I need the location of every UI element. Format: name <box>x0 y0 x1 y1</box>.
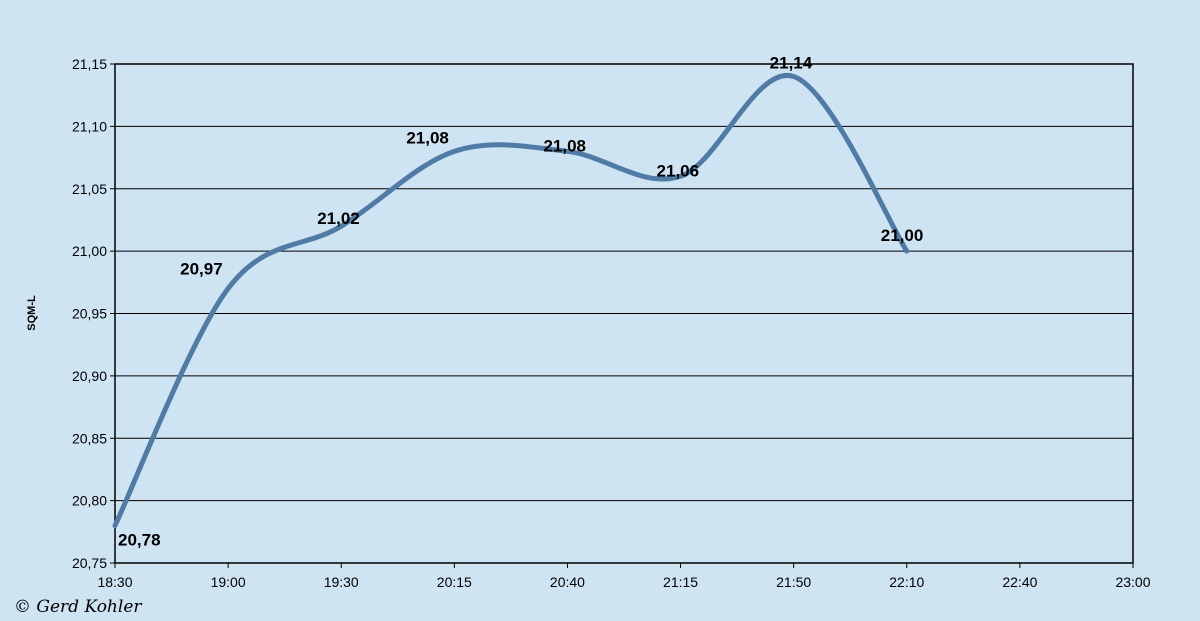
y-tick-label: 20,90 <box>72 368 107 384</box>
data-label: 20,97 <box>180 260 223 279</box>
x-tick-label: 18:30 <box>97 574 132 590</box>
x-tick-label: 22:40 <box>1002 574 1037 590</box>
series-line <box>112 72 910 529</box>
x-tick-label: 21:50 <box>776 574 811 590</box>
y-tick-label: 20,80 <box>72 493 107 509</box>
data-label: 21,08 <box>406 128 449 147</box>
y-tick-label: 21,00 <box>72 243 107 259</box>
data-label: 21,14 <box>770 53 813 72</box>
y-tick-label: 21,15 <box>72 56 107 72</box>
y-axis-ticks: 20,75 20,80 20,85 20,90 20,95 21,00 21,05 21,10… <box>72 56 115 571</box>
x-tick-label: 23:00 <box>1115 574 1150 590</box>
y-tick-label: 20,95 <box>72 306 107 322</box>
y-axis-title: SQM-L <box>26 295 38 331</box>
data-label: 21,00 <box>881 226 924 245</box>
data-label: 21,08 <box>543 136 586 155</box>
x-tick-label: 22:10 <box>889 574 924 590</box>
gridlines <box>115 125 1133 502</box>
x-tick-label: 20:40 <box>550 574 585 590</box>
y-tick-label: 20,75 <box>72 555 107 571</box>
x-tick-label: 21:15 <box>663 574 698 590</box>
y-tick-label: 20,85 <box>72 430 107 446</box>
x-tick-label: 19:30 <box>324 574 359 590</box>
x-tick-label: 19:00 <box>211 574 246 590</box>
x-tick-label: 20:15 <box>437 574 472 590</box>
data-label: 21,02 <box>317 209 360 228</box>
y-tick-label: 21,05 <box>72 181 107 197</box>
copyright-credit: © Gerd Kohler <box>14 597 142 617</box>
y-tick-label: 21,10 <box>72 118 107 134</box>
data-label: 21,06 <box>657 161 700 180</box>
data-label: 20,78 <box>118 531 161 550</box>
data-labels: 20,78 20,97 21,02 21,08 21,08 21,06 21,14 21,00 <box>118 53 923 549</box>
x-axis-ticks: 18:30 19:00 19:30 20:15 20:40 21:15 21:50 22:10… <box>97 563 1151 590</box>
